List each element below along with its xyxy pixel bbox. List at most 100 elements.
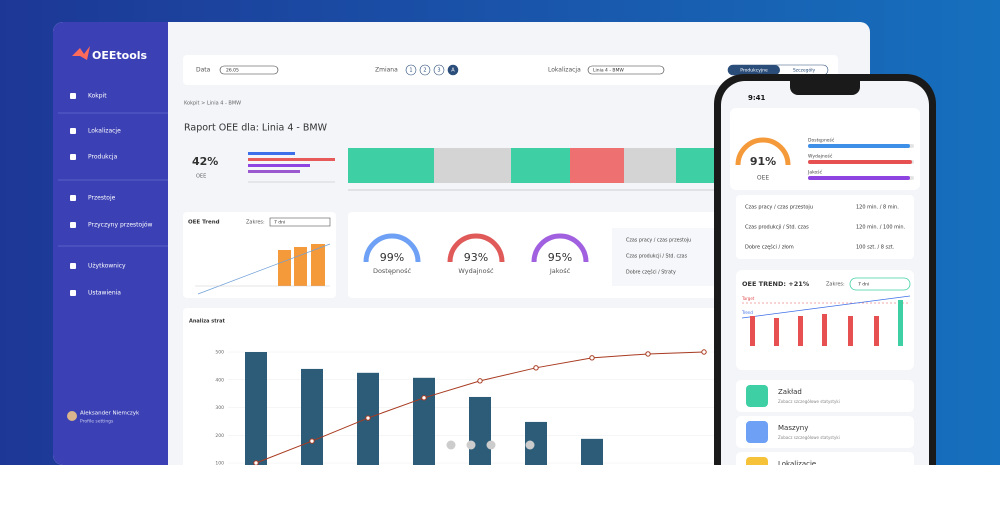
dot[interactable] — [446, 440, 456, 450]
phone-menu-sub: Zobacz szczegółowe statystyki — [778, 399, 840, 404]
user-name: Aleksander Niemczyk — [80, 411, 140, 417]
phone-menu-card[interactable] — [736, 380, 914, 412]
phone-menu-card[interactable] — [736, 416, 914, 448]
menu-icon — [70, 263, 76, 269]
shift-label: Zmiana — [375, 67, 398, 74]
kpi-bars — [248, 152, 335, 183]
menu-item[interactable]: Ustawienia — [88, 290, 121, 297]
menu-icon — [70, 290, 76, 296]
cumulative-point — [701, 349, 707, 355]
phone-bar-label: Wydajność — [808, 153, 833, 160]
date-value: 26.05 — [226, 68, 239, 74]
menu-icon — [70, 195, 76, 201]
location-value: Linia 4 - BMW — [593, 68, 624, 74]
y-tick-label: 100 — [215, 461, 224, 467]
y-tick-label: 200 — [215, 433, 224, 439]
cumulative-point — [421, 395, 427, 401]
menu-icon — [70, 154, 76, 160]
phone-range: 7 dni — [858, 282, 869, 288]
phone-menu-title: Maszyny — [778, 424, 808, 432]
phone-stat-value: 100 szt. / 8 szt. — [856, 245, 895, 251]
phone-menu-icon — [746, 421, 768, 443]
trend-title: OEE Trend — [188, 220, 220, 226]
menu-item[interactable]: Kokpit — [88, 93, 107, 100]
carousel — [446, 440, 535, 450]
logo-icon — [72, 46, 90, 60]
toggle-option[interactable]: Produkcyjne — [740, 68, 768, 74]
menu-icon — [70, 93, 76, 99]
y-tick-label: 300 — [215, 405, 224, 411]
phone-select[interactable] — [849, 277, 911, 291]
phone-menu-sub: Zobacz szczegółowe statystyki — [778, 435, 840, 440]
gauge-arc — [531, 233, 589, 263]
shift-button[interactable] — [405, 64, 417, 76]
gauge-arc — [447, 233, 505, 263]
phone-stat-value: 120 min. / 100 min. — [856, 225, 906, 231]
bar — [301, 368, 323, 465]
gauge-arc — [363, 233, 421, 263]
phone-time: 9:41 — [748, 94, 766, 102]
bar — [245, 352, 267, 465]
bar — [469, 396, 491, 465]
phone-range-label: Zakres: — [826, 282, 845, 288]
phone-bar-label: Jakość — [807, 169, 823, 176]
phone-bar — [808, 144, 910, 148]
loss-title: Analiza strat — [189, 319, 225, 325]
phone-oee-label: OEE — [757, 175, 770, 182]
phone-stat-label: Dobre części / złom — [745, 244, 794, 251]
phone-target: Target — [741, 296, 755, 301]
toggle-option[interactable]: Szczegóły — [793, 67, 816, 74]
location-select[interactable] — [587, 65, 665, 75]
menu-item[interactable]: Lokalizacje — [88, 128, 121, 135]
menu-item[interactable]: Produkcja — [88, 154, 118, 161]
dot[interactable] — [486, 440, 496, 450]
gauge-label: Jakość — [549, 267, 571, 275]
shift-label: 3 — [437, 68, 440, 74]
bar — [581, 438, 603, 465]
date-select[interactable] — [219, 65, 279, 75]
stats-box — [612, 228, 720, 286]
breadcrumb: Kokpit > Linia 4 - BMW — [184, 101, 241, 107]
phone-trend: Trend — [741, 310, 753, 315]
menu-item[interactable]: Przyczyny przestojów — [88, 222, 153, 229]
gauge-label: Wydajność — [458, 267, 494, 275]
kpi-label: OEE — [196, 174, 206, 180]
menu-icon — [70, 222, 76, 228]
y-tick-label: 500 — [215, 350, 224, 356]
avatar — [67, 411, 77, 421]
logo: OEEtools — [92, 49, 148, 62]
phone-stat-label: Czas pracy / czas przestoju — [745, 205, 813, 211]
shift-button[interactable] — [419, 64, 431, 76]
toggle-active — [728, 65, 780, 75]
gauge-value: 99% — [380, 251, 404, 264]
phone: 9:41 91% OEE Dostępność Wydajność Jakość C… — [714, 74, 936, 494]
trend-select[interactable] — [269, 217, 331, 227]
stat-label: Czas produkcji / Std. czas — [626, 254, 688, 260]
phone-bar — [808, 176, 910, 180]
user-link[interactable]: Profile settings — [80, 419, 114, 425]
kpi-value: 42% — [192, 155, 218, 168]
phone-stat-label: Czas produkcji / Std. czas — [745, 225, 809, 231]
cumulative-point — [253, 460, 259, 465]
phone-menu-title: Lokalizacje — [778, 460, 816, 468]
phone-menu-title: Zakład — [778, 388, 802, 396]
cumulative-point — [533, 365, 539, 371]
dot[interactable] — [525, 440, 535, 450]
dot[interactable] — [466, 440, 476, 450]
menu-item[interactable]: Przestoje — [88, 195, 116, 202]
cumulative-point — [309, 438, 315, 444]
phone-stat-value: 120 min. / 8 min. — [856, 205, 899, 211]
stat-label: Dobre części / Straty — [626, 269, 676, 276]
trend-range-label: Zakres: — [246, 220, 265, 226]
bar — [525, 421, 547, 465]
timeline — [348, 148, 720, 191]
shift-button[interactable] — [433, 64, 445, 76]
date-label: Data — [196, 67, 211, 74]
cumulative-point — [645, 351, 651, 357]
phone-oee: 91% — [750, 155, 776, 168]
menu-item[interactable]: Użytkownicy — [88, 263, 126, 270]
shift-button[interactable] — [447, 64, 459, 76]
shift-label: 1 — [409, 68, 412, 74]
